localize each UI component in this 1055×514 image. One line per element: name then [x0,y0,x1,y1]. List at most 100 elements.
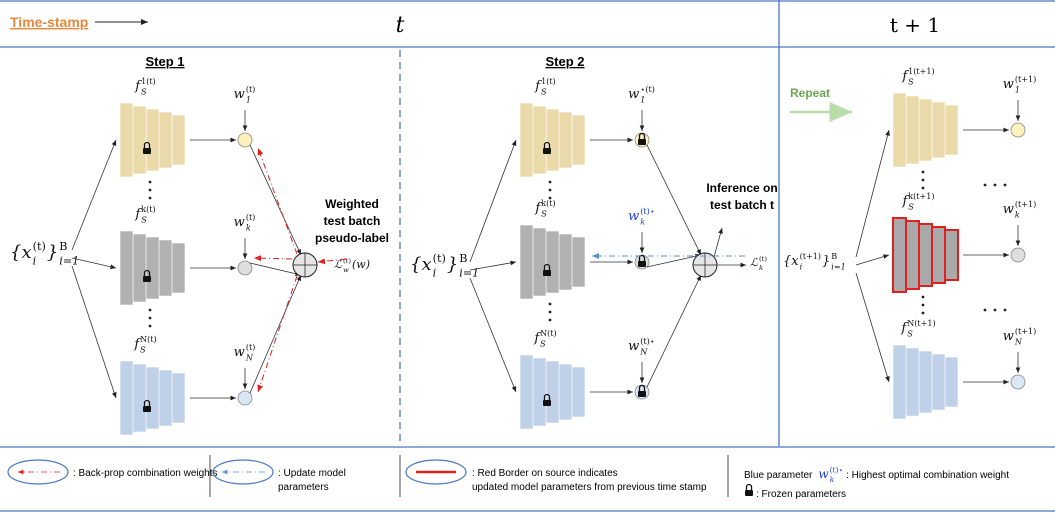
math-sub: k [1015,211,1020,220]
model-layer [945,105,958,155]
math-label: ℒ(t)k [750,255,767,272]
model-layer [546,361,559,423]
math-label: w(t) N [234,343,256,362]
math-sub: k [759,264,763,272]
model-layer [906,348,919,416]
model-layer [893,218,906,292]
lock-body [638,139,646,145]
math-label: w(t)1 [234,85,256,104]
weight-node [1011,248,1025,262]
math-sup: (t+1) [1015,327,1036,336]
math-sup: (t) [246,343,256,352]
math-base: w [234,215,245,230]
model-layer [520,225,533,299]
lock-body [143,148,151,154]
math-base: w [628,339,639,354]
math-base: w [1003,329,1014,344]
model-layer [146,109,159,171]
math-base: w [628,209,639,224]
ellipsis-dot [549,189,552,192]
math-label: f1(t)S [534,77,555,96]
math-base: w [1003,77,1014,92]
math-sub: w [343,266,349,274]
math-label: w(t)⋆N [628,337,655,356]
math-sup: (t) [433,252,446,265]
model-layer [172,243,185,293]
math-label: w(t+1)1 [1003,75,1037,94]
model-layer [520,355,533,429]
math-sub: 1 [246,96,251,105]
math-sub: 1 [640,96,645,105]
math-sub: 1 [1015,86,1020,95]
ellipsis-dot [994,309,997,312]
math-sub: S [141,88,147,97]
math-label: fN(t)S [533,329,556,348]
math-label: w(t+1)N [1003,327,1037,346]
math-base: w [234,345,245,360]
math-sup: 1(t) [541,77,556,86]
math-sub: S [907,330,913,339]
model-layer [120,103,133,177]
annotation: Inference on [706,181,777,195]
lock-body [543,270,551,276]
math-base: w [234,87,245,102]
math-sup: 1(t+1) [908,67,935,76]
legend-text: : Update model [278,468,346,479]
timestamp-label: Time-stamp [10,14,88,30]
annotation: test batch [324,214,381,228]
model-layer [159,370,172,426]
ellipsis-dot [149,325,152,328]
weight-node [1011,123,1025,137]
math-sup: 1(t) [141,77,156,86]
math-base: {x [410,254,432,275]
ellipsis-dot [922,187,925,190]
model-layer [906,96,919,164]
math-sup: B [59,240,67,253]
math-sup: (t)⋆ [640,207,655,216]
math-sup: B [831,252,837,261]
model-layer [120,231,133,305]
connector [714,228,722,257]
model-layer [133,106,146,174]
ellipsis-dot [149,189,152,192]
legend-text: Blue parameter [744,470,813,481]
math-sub: k [246,224,251,233]
math-sub: i [33,254,37,267]
model-layer [932,227,945,283]
ellipsis-dot [1004,184,1007,187]
model-layer [172,115,185,165]
model-layer [572,237,585,287]
math-base: } [447,254,458,275]
lock-body [543,400,551,406]
model-layer [945,230,958,280]
ellipsis-dot [149,309,152,312]
math-sub: i [433,266,437,279]
math-label: fN(t+1)S [900,319,935,338]
model-layer [919,224,932,286]
math-base: w [628,87,639,102]
model-layer [146,367,159,429]
lock-body [143,276,151,282]
lock-body [143,406,151,412]
math-sub: i [800,263,803,272]
connector [856,130,889,257]
model-layer [906,221,919,289]
math-base: } [822,254,830,269]
ellipsis-dot [549,303,552,306]
math-base: w [818,467,829,481]
lock-body [543,148,551,154]
math-sub: k [830,475,835,484]
math-sup: N(t) [140,335,157,344]
ellipsis-dot [549,319,552,322]
ellipsis-dot [922,296,925,299]
ellipsis-dot [149,317,152,320]
math-sup: N(t+1) [907,319,935,328]
math-base: } [47,242,58,263]
connector [72,140,116,250]
lock-body [638,261,646,267]
math-sup: k(t) [541,199,555,208]
ellipsis-dot [549,181,552,184]
math-sub: N [245,354,254,363]
